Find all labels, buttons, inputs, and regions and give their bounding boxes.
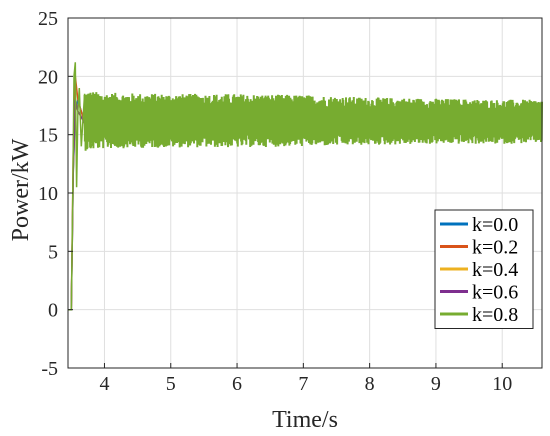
x-tick-label: 10 xyxy=(492,373,512,395)
series-oscillation-k=0.8 xyxy=(83,92,543,151)
legend-label: k=0.0 xyxy=(472,214,518,236)
x-tick-label: 4 xyxy=(99,373,109,395)
legend-label: k=0.2 xyxy=(472,237,518,259)
x-tick-label: 5 xyxy=(166,373,176,395)
x-tick-label: 9 xyxy=(431,373,441,395)
y-tick-label: 15 xyxy=(38,125,58,147)
y-axis-ticks: -5 0 5 10 15 20 25 xyxy=(38,8,73,380)
x-tick-label: 7 xyxy=(298,373,308,395)
y-tick-label: 20 xyxy=(38,66,58,88)
plot-area xyxy=(68,62,543,311)
x-axis-label: Time/s xyxy=(272,407,338,433)
y-axis-label: Power/kW xyxy=(8,138,34,241)
x-tick-label: 6 xyxy=(232,373,242,395)
y-tick-label: 25 xyxy=(38,8,58,30)
y-tick-label: 10 xyxy=(38,183,58,205)
y-tick-label: 0 xyxy=(48,300,58,322)
x-tick-label: 8 xyxy=(365,373,375,395)
legend: k=0.0k=0.2k=0.4k=0.6k=0.8 xyxy=(434,209,534,329)
y-tick-label: 5 xyxy=(48,241,58,263)
legend-label: k=0.6 xyxy=(472,282,518,304)
legend-label: k=0.4 xyxy=(472,259,518,281)
x-axis-ticks: 4 5 6 7 8 9 10 xyxy=(99,363,512,395)
legend-label: k=0.8 xyxy=(472,304,518,326)
y-tick-label: -5 xyxy=(41,358,58,380)
